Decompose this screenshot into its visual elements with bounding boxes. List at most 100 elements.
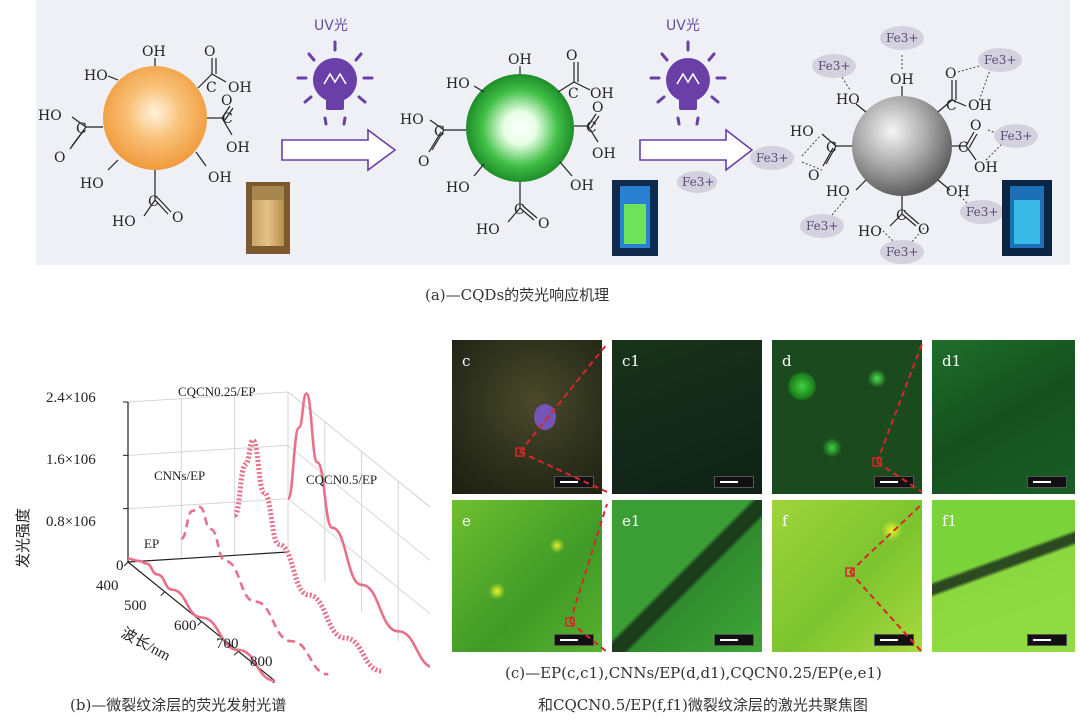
caption-panel-b: (b)—微裂纹涂层的荧光发射光谱 [70, 696, 287, 714]
group-ho: HO [858, 224, 882, 240]
x-tick [123, 561, 129, 567]
scale-bar [554, 476, 594, 488]
group-oh: OH [508, 52, 532, 68]
fe-ion: Fe3+ [960, 200, 1004, 224]
group-c: C [946, 98, 957, 114]
group-o: O [592, 100, 603, 116]
scale-bar [874, 634, 914, 646]
group-oh: OH [592, 146, 616, 162]
tile-label: f [782, 512, 788, 530]
group-ho: HO [790, 124, 814, 140]
tile-label: e1 [622, 512, 641, 530]
uv-spot [534, 404, 556, 430]
tile-label: d1 [942, 352, 962, 370]
y-tick-label: 0 [116, 558, 124, 574]
cqd-gray: OH HO O C OH HO C O O C OH OH HO C HO O [790, 55, 1005, 245]
micrograph-c1: c1 [612, 340, 762, 494]
micrograph-d1: d1 [932, 340, 1075, 494]
grid-line [287, 444, 430, 561]
svg-text:Fe3+: Fe3+ [756, 151, 788, 165]
chart-series-group [127, 392, 430, 682]
series-label-ep: EP [144, 536, 159, 551]
group-ho: HO [400, 112, 424, 128]
group-oh: OH [968, 98, 992, 114]
caption-panel-c-line1: (c)—EP(c,c1),CNNs/EP(d,d1),CQCN0.25/EP(e… [505, 664, 882, 682]
group-ho: HO [836, 92, 860, 108]
x-tick [197, 621, 202, 626]
chart-axes [123, 401, 289, 683]
group-ho: HO [476, 222, 500, 238]
fe-ion-bubbles: Fe3+ Fe3+ Fe3+ Fe3+ Fe3+ Fe3+ Fe3+ Fe3+ [750, 26, 1038, 264]
group-ho: HO [80, 176, 104, 192]
x-tick [233, 650, 239, 656]
fe-ion: Fe3+ [994, 124, 1038, 148]
x-tick-label: 500 [124, 598, 147, 614]
y-axis-label: 发光强度 [15, 508, 32, 568]
group-oh: OH [208, 170, 232, 186]
group-c: C [148, 194, 159, 210]
svg-text:Fe3+: Fe3+ [818, 59, 850, 73]
group-o: O [418, 154, 429, 170]
tile-label: c1 [622, 352, 640, 370]
x-tick-label: 600 [174, 618, 197, 634]
grid-line [287, 498, 430, 615]
scale-bar [1027, 634, 1067, 646]
series-line-cqcn0-25-ep [232, 437, 383, 674]
fe-reagent-bubble: Fe3+ [677, 171, 717, 193]
y-tick-label: 1.6×106 [46, 452, 96, 468]
z-axis-line [127, 551, 289, 563]
group-oh: OH [570, 178, 594, 194]
group-o: O [538, 216, 549, 232]
tile-label: e [462, 512, 471, 530]
fe-ion: Fe3+ [750, 146, 794, 170]
cqd-green: OH HO O C OH HO C O O C OH OH HO C HO O [400, 48, 616, 238]
x-tick-label: 800 [250, 654, 273, 670]
svg-text:Fe3+: Fe3+ [984, 53, 1016, 67]
scale-bar [1027, 476, 1067, 488]
arrow-uv-2 [639, 128, 754, 172]
group-o: O [221, 93, 232, 109]
grid-line [287, 391, 430, 508]
group-c: C [586, 120, 597, 136]
cqd-orange: OH HO O C OH HO C O O C OH OH HO C HO O [38, 44, 252, 230]
vial-green-photo [612, 180, 658, 256]
uv-label: UV光 [314, 18, 348, 34]
green-dot [466, 74, 574, 182]
vial-cyan-photo [1002, 180, 1052, 256]
group-ho: HO [38, 108, 62, 124]
group-c: C [826, 140, 837, 156]
group-o: O [808, 168, 819, 184]
group-oh: OH [590, 86, 614, 102]
micrograph-e1: e1 [612, 500, 762, 652]
series-label-cnns: CNNs/EP [154, 468, 205, 483]
group-oh: OH [946, 184, 970, 200]
series-line-cqcn0-5-ep [286, 392, 430, 668]
group-c: C [434, 124, 445, 140]
svg-text:Fe3+: Fe3+ [806, 219, 838, 233]
x-tick-label: 700 [216, 636, 239, 652]
orange-dot [103, 66, 207, 170]
series-label-cqcn05: CQCN0.5/EP [306, 472, 377, 487]
uv-label: UV光 [666, 18, 700, 34]
group-o: O [204, 44, 215, 60]
svg-text:Fe3+: Fe3+ [886, 245, 918, 259]
group-o: O [54, 150, 65, 166]
grid-line [127, 498, 289, 510]
grid-line [127, 391, 289, 403]
group-o: O [566, 48, 577, 64]
group-o: O [970, 118, 981, 134]
fe-ion: Fe3+ [978, 48, 1022, 72]
group-ho: HO [112, 214, 136, 230]
tile-label: c [462, 352, 471, 370]
group-ho: HO [826, 184, 850, 200]
group-ho: HO [446, 180, 470, 196]
svg-text:Fe3+: Fe3+ [682, 175, 714, 189]
x-tick-label: 400 [96, 578, 119, 594]
fe-ion: Fe3+ [880, 26, 924, 50]
group-c: C [222, 111, 233, 127]
group-o: O [945, 66, 956, 82]
grid-line [127, 444, 289, 456]
series-line-cnns-ep [180, 505, 329, 676]
group-oh: OH [142, 44, 166, 60]
group-ho: HO [446, 76, 470, 92]
